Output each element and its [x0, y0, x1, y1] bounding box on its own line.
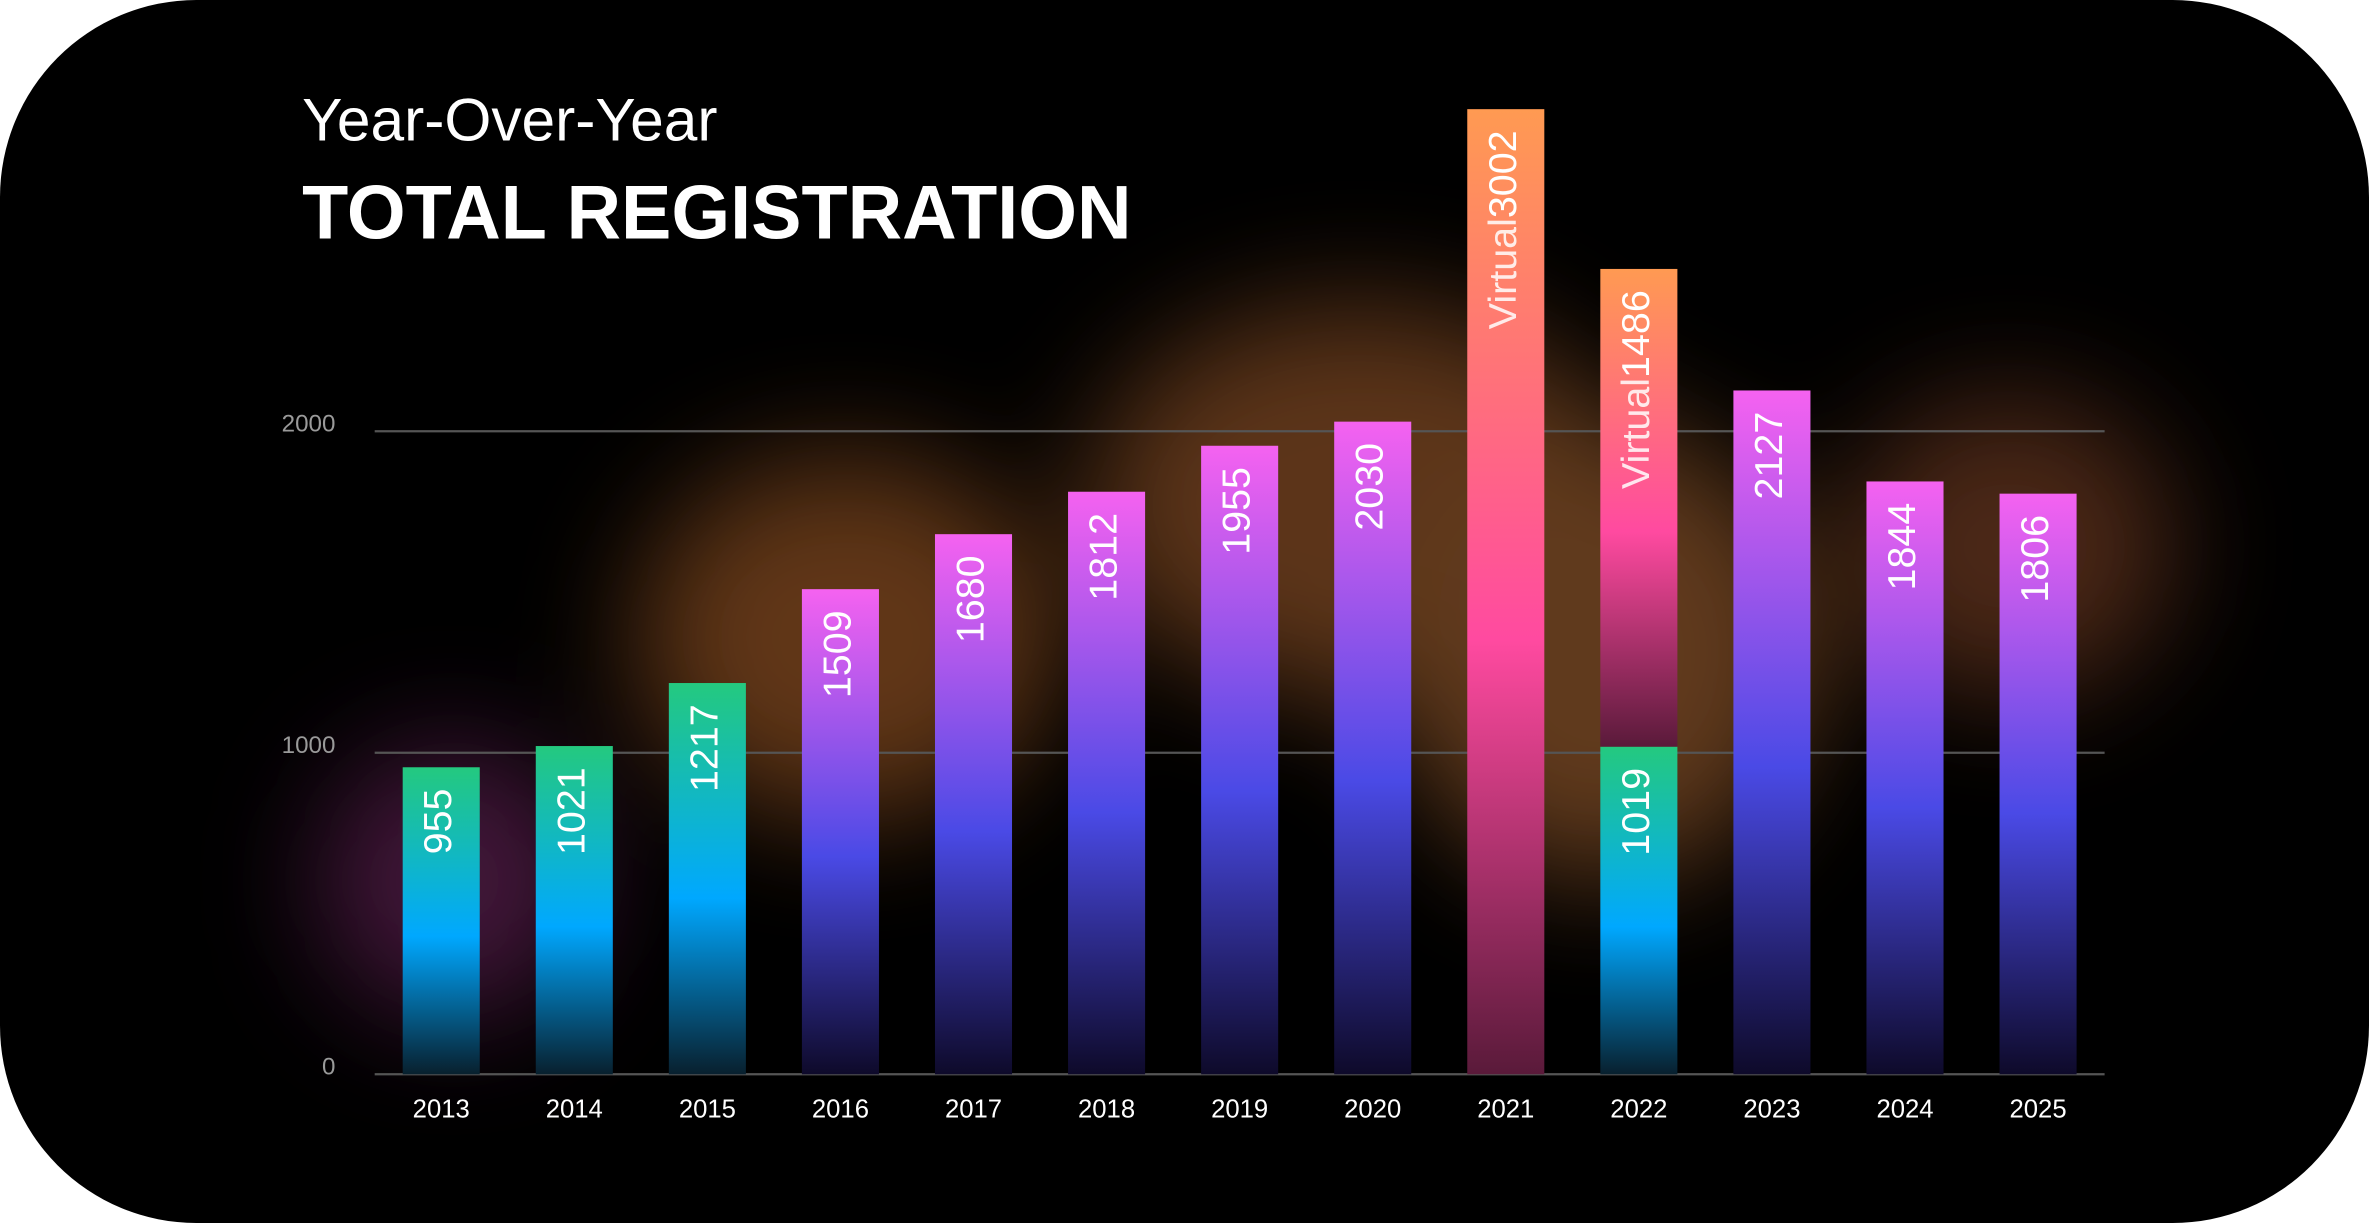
value-label: 1021 [550, 767, 594, 855]
value-label: 1844 [1880, 503, 1924, 591]
value-label: 1812 [1082, 513, 1126, 601]
series-name: Virtual [1614, 378, 1658, 489]
value-label: 1509 [816, 610, 860, 698]
value-label: 955 [417, 789, 461, 855]
x-tick-label: 2014 [546, 1095, 603, 1123]
x-tick-label: 2016 [812, 1095, 869, 1123]
x-tick-label: 2015 [679, 1095, 736, 1123]
value-label: 2127 [1747, 412, 1791, 500]
bars: 2013 955 2014 1021 2015 1217 2016 1509 2017 1680 2… [402, 109, 2077, 1124]
bar [1068, 491, 1146, 1075]
y-tick-label: 1000 [282, 732, 336, 759]
y-tick-label: 2000 [282, 411, 336, 438]
x-tick-label: 2024 [1876, 1095, 1933, 1123]
value-text: 2030 [1348, 443, 1392, 531]
bar [1334, 421, 1412, 1075]
x-tick-label: 2019 [1211, 1095, 1268, 1123]
bar [1201, 445, 1279, 1075]
x-tick-label: 2025 [2010, 1095, 2067, 1123]
value-text: 1812 [1082, 513, 1126, 601]
chart-title: TOTAL REGISTRATION [302, 170, 1131, 255]
value-text: 2127 [1747, 412, 1791, 500]
value-text: 1844 [1880, 503, 1924, 591]
y-tick-label: 0 [322, 1054, 335, 1081]
bar [934, 534, 1013, 1075]
x-tick-label: 2017 [945, 1095, 1002, 1123]
value-text: 1509 [816, 610, 860, 698]
chart-subtitle: Year-Over-Year [302, 85, 717, 153]
bar [1600, 268, 1678, 747]
x-tick-label: 2018 [1078, 1095, 1135, 1123]
value-label: 1019 [1614, 768, 1658, 856]
value-label: 1680 [949, 555, 993, 643]
x-tick-label: 2020 [1344, 1095, 1401, 1123]
x-tick-label: 2021 [1477, 1095, 1534, 1123]
bar [402, 767, 480, 1075]
value-text: 3002 [1481, 130, 1525, 218]
x-tick-label: 2013 [413, 1095, 470, 1123]
value-text: 1486 [1614, 290, 1658, 378]
value-label: Virtual1486 [1614, 290, 1658, 489]
series-name: Virtual [1481, 218, 1525, 329]
bar [1733, 390, 1811, 1075]
bar [1600, 746, 1678, 1075]
value-label: 1806 [2014, 515, 2058, 603]
value-text: 1217 [683, 704, 727, 792]
bar [1999, 493, 2077, 1075]
bar [668, 683, 746, 1075]
value-label: 2030 [1348, 443, 1392, 531]
value-text: 1021 [550, 767, 594, 855]
x-tick-label: 2022 [1610, 1095, 1667, 1123]
value-label: 1955 [1215, 467, 1259, 555]
value-label: Virtual3002 [1481, 130, 1525, 329]
value-text: 955 [417, 789, 461, 855]
value-text: 1680 [949, 555, 993, 643]
x-tick-label: 2023 [1743, 1095, 1800, 1123]
bar [1467, 109, 1545, 1075]
value-text: 1806 [2014, 515, 2058, 603]
bar [801, 589, 879, 1075]
value-text: 1019 [1614, 768, 1658, 856]
value-label: 1217 [683, 704, 727, 792]
bar [535, 746, 613, 1075]
bar [1866, 481, 1944, 1075]
value-text: 1955 [1215, 467, 1259, 555]
